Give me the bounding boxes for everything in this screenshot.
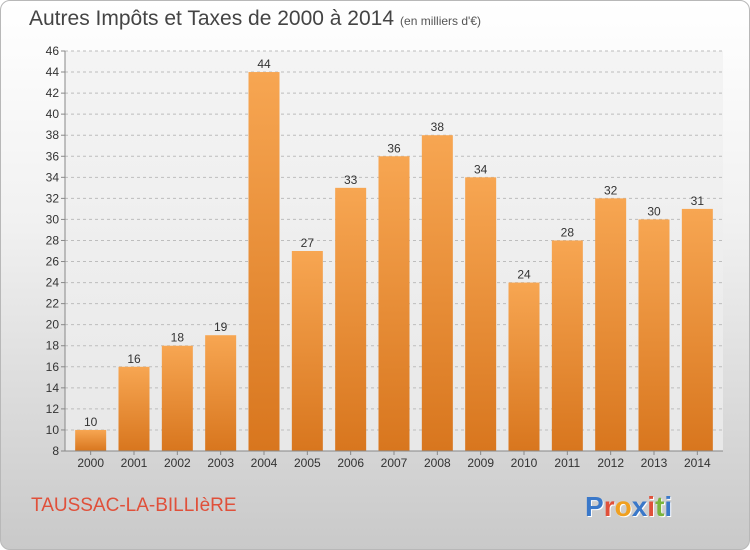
- y-axis: 8 10 12 14 16 18 20 22 24 26 28 30 32 34 36 38 40 42 44 46: [46, 44, 66, 458]
- bar-2000: [75, 429, 107, 451]
- data-label-2014: 31: [691, 194, 705, 208]
- bar-2006: [335, 187, 367, 451]
- chart-subtitle: (en milliers d'€): [400, 14, 482, 28]
- data-label-2010: 24: [517, 268, 531, 282]
- x-tick-label: 2009: [467, 456, 494, 470]
- y-tick-label: 38: [46, 128, 60, 142]
- data-label-2008: 38: [431, 120, 445, 134]
- bar-2010: [508, 282, 540, 451]
- data-label-2003: 19: [214, 320, 228, 334]
- bar-2004: [248, 72, 280, 451]
- data-label-2013: 30: [647, 204, 661, 218]
- y-tick-label: 12: [46, 402, 60, 416]
- bar-2002: [161, 345, 193, 451]
- data-label-2009: 34: [474, 162, 488, 176]
- data-label-2011: 28: [561, 225, 575, 239]
- bar-2009: [465, 177, 497, 451]
- brand-letter: i: [664, 491, 673, 522]
- x-tick-label: 2011: [554, 456, 580, 470]
- proxiti-logo: Proxiti: [585, 491, 672, 523]
- x-tick-label: 2003: [207, 456, 234, 470]
- x-tick-label: 2001: [121, 456, 148, 470]
- y-tick-label: 8: [52, 444, 59, 458]
- x-tick-label: 2002: [164, 456, 191, 470]
- bars: [75, 72, 713, 452]
- y-tick-label: 22: [46, 297, 60, 311]
- y-tick-label: 14: [46, 381, 60, 395]
- bar-2001: [118, 366, 150, 451]
- x-tick-label: 2006: [337, 456, 364, 470]
- x-tick-label: 2004: [251, 456, 278, 470]
- brand-letter: o: [614, 491, 632, 522]
- x-tick-label: 2008: [424, 456, 451, 470]
- bar-2005: [291, 251, 323, 451]
- x-tick-label: 2013: [641, 456, 668, 470]
- bar-2012: [595, 198, 627, 451]
- y-tick-label: 40: [46, 107, 60, 121]
- brand-letter: x: [631, 491, 648, 522]
- x-tick-label: 2012: [597, 456, 624, 470]
- data-label-2006: 33: [344, 173, 358, 187]
- x-tick-label: 2007: [381, 456, 408, 470]
- y-tick-label: 20: [46, 318, 60, 332]
- brand-letter: i: [647, 491, 656, 522]
- data-label-2012: 32: [604, 183, 618, 197]
- data-label-2007: 36: [387, 141, 401, 155]
- x-tick-label: 2000: [77, 456, 104, 470]
- brand-letter: r: [603, 491, 615, 522]
- y-tick-label: 36: [46, 149, 60, 163]
- y-tick-label: 16: [46, 360, 60, 374]
- y-tick-label: 42: [46, 86, 60, 100]
- x-axis: 2000 2001 2002 2003 2004 2005 2006 2007 2008 2009…: [65, 450, 723, 470]
- bar-2003: [205, 335, 237, 451]
- y-tick-label: 32: [46, 191, 60, 205]
- bar-2008: [421, 135, 453, 452]
- bar-2011: [551, 240, 583, 451]
- y-tick-label: 30: [46, 212, 60, 226]
- y-tick-label: 28: [46, 233, 60, 247]
- commune-name: TAUSSAC-LA-BILLIèRE: [31, 495, 237, 516]
- bar-2007: [378, 156, 410, 451]
- data-label-2000: 10: [84, 415, 98, 429]
- chart-title: Autres Impôts et Taxes de 2000 à 2014 (en…: [29, 7, 481, 31]
- y-tick-label: 46: [46, 44, 60, 58]
- x-tick-label: 2014: [684, 456, 711, 470]
- y-tick-label: 10: [46, 423, 60, 437]
- data-label-2004: 44: [257, 57, 271, 71]
- data-label-2001: 16: [127, 352, 141, 366]
- data-label-2002: 18: [171, 331, 185, 345]
- chart-title-text: Autres Impôts et Taxes de 2000 à 2014: [29, 7, 395, 30]
- brand-letter: t: [655, 491, 665, 522]
- bar-2013: [638, 219, 670, 451]
- brand-letter: P: [585, 491, 604, 522]
- y-tick-label: 34: [46, 170, 60, 184]
- y-tick-label: 26: [46, 255, 60, 269]
- data-labels: 10 16 18 19 44 27 33 36 38 34 24 28 32 30 31: [84, 57, 704, 429]
- y-tick-label: 24: [46, 276, 60, 290]
- data-label-2005: 27: [301, 236, 315, 250]
- y-tick-label: 18: [46, 339, 60, 353]
- bar-2014: [681, 208, 713, 451]
- x-tick-label: 2005: [294, 456, 321, 470]
- x-tick-label: 2010: [511, 456, 538, 470]
- y-tick-label: 44: [46, 65, 60, 79]
